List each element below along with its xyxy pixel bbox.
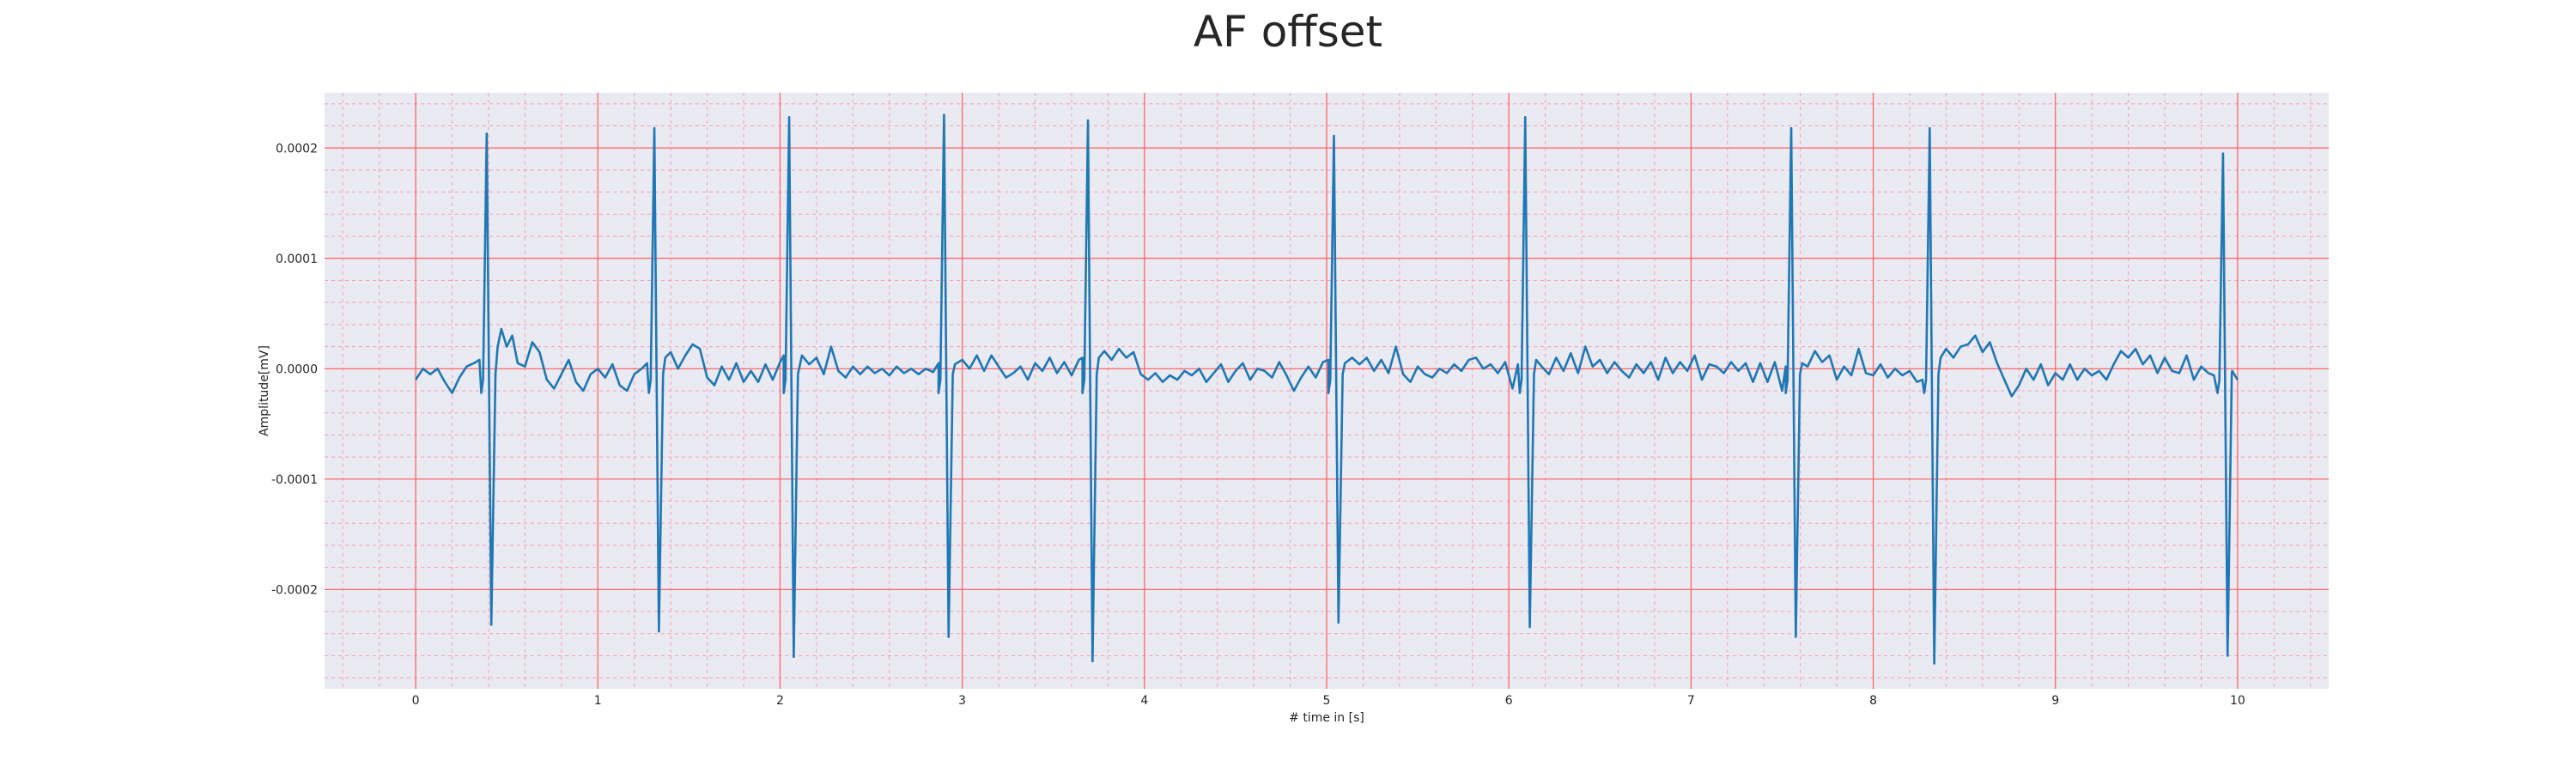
major-grid: [325, 93, 2329, 689]
x-tick-label: 3: [958, 694, 966, 708]
y-tick-label: 0.0000: [276, 362, 318, 376]
y-axis-label: Amplitude[mV]: [258, 345, 271, 436]
x-tick-label: 8: [1869, 694, 1877, 708]
x-tick-label: 7: [1687, 694, 1695, 708]
x-tick-labels: 0 1 2 3 4 5 6 7 8 9 10: [412, 694, 2245, 708]
y-tick-label: 0.0001: [276, 253, 318, 266]
y-tick-label: -0.0001: [271, 473, 318, 487]
x-tick-label: 0: [412, 694, 420, 708]
chart-title: AF offset: [1194, 7, 1382, 57]
x-tick-label: 2: [776, 694, 784, 708]
y-tick-labels: 0.0002 0.0001 0.0000 -0.0001 -0.0002: [271, 142, 318, 597]
x-tick-label: 10: [2230, 694, 2245, 708]
x-tick-label: 5: [1323, 694, 1331, 708]
x-tick-label: 1: [594, 694, 602, 708]
y-tick-label: 0.0002: [276, 142, 318, 155]
x-axis-label: # time in [s]: [1289, 711, 1364, 725]
ecg-signal-line: [415, 113, 2239, 665]
x-tick-label: 9: [2051, 694, 2059, 708]
y-tick-label: -0.0002: [271, 583, 318, 597]
x-tick-label: 4: [1140, 694, 1148, 708]
x-tick-label: 6: [1505, 694, 1513, 708]
